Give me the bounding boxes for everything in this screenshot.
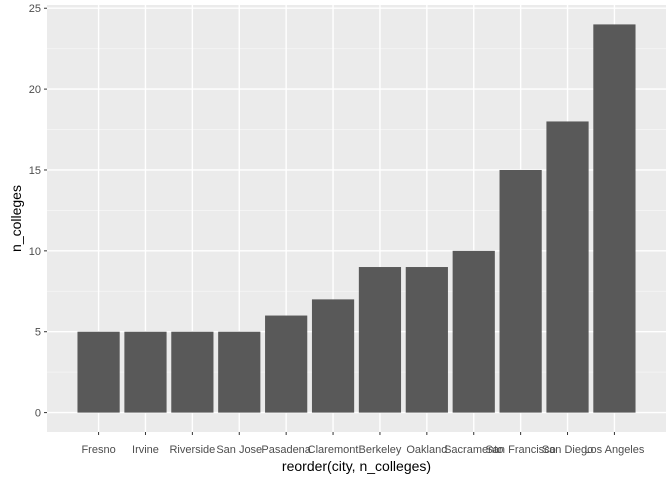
bar-los-angeles [593, 24, 636, 413]
x-tick-label: San Jose [216, 444, 262, 456]
bar-sacramento [452, 250, 495, 413]
x-tick-label: Pasadena [261, 444, 311, 456]
bar-fresno [77, 331, 120, 413]
y-tick-label: 10 [29, 246, 41, 258]
bar-oakland [405, 267, 448, 413]
x-axis-title: reorder(city, n_colleges) [282, 458, 431, 474]
x-tick-label: Fresno [81, 444, 115, 456]
bar-berkeley [358, 267, 402, 413]
bars [77, 24, 636, 413]
x-tick-label: Oakland [406, 444, 447, 456]
x-tick-label: Los Angeles [584, 444, 644, 456]
x-axis: Fresno Irvine Riverside San Jose PasadenaCla… [81, 432, 645, 456]
y-tick-label: 5 [35, 327, 41, 339]
x-tick-label: Claremont [308, 444, 359, 456]
x-tick-label: Berkeley [359, 444, 402, 456]
y-axis-title: n_colleges [8, 185, 24, 252]
bar-riverside [171, 331, 214, 413]
bar-claremont [311, 299, 355, 413]
x-tick-label: San Diego [542, 444, 593, 456]
bar-san-diego [546, 121, 589, 413]
x-tick-label: San Francisco [485, 444, 555, 456]
x-tick-label: Sacramento [444, 444, 503, 456]
x-tick-label: Irvine [132, 444, 159, 456]
bar-san-jose [218, 331, 261, 413]
y-tick-label: 25 [29, 3, 41, 15]
bar-san-francisco [499, 169, 542, 413]
bar-irvine [124, 331, 167, 413]
y-tick-label: 20 [29, 84, 41, 96]
x-tick-label: Riverside [169, 444, 215, 456]
bar-pasadena [265, 315, 308, 413]
y-axis: 0 5 10 15 20 25 [29, 3, 47, 420]
y-tick-label: 15 [29, 165, 41, 177]
y-tick-label: 0 [35, 408, 41, 420]
